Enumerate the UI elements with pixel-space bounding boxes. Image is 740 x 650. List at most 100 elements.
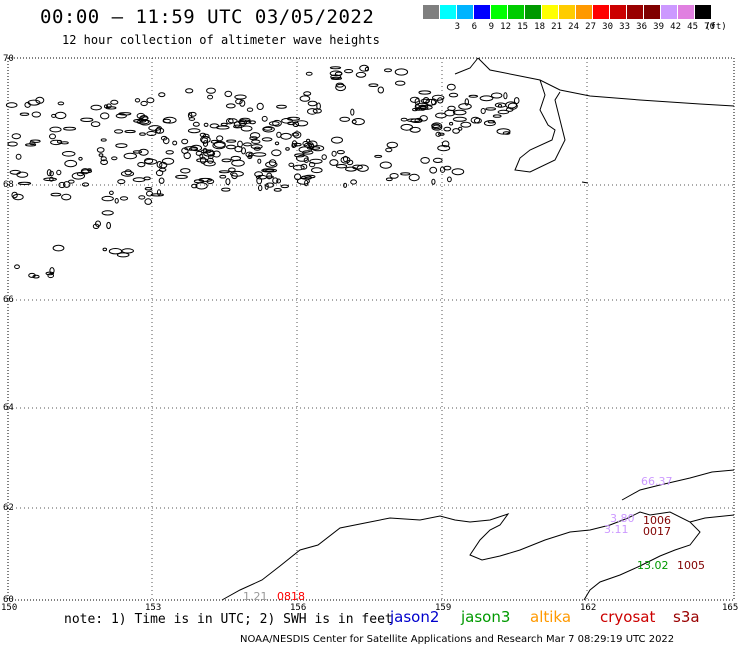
ice-contour: [243, 142, 252, 147]
ice-contour: [144, 187, 153, 191]
ice-contour: [108, 248, 123, 255]
ice-contour: [265, 161, 278, 168]
ice-contour: [505, 101, 518, 109]
ice-contour: [219, 174, 227, 179]
ice-contour: [29, 139, 41, 143]
track-value-4: 13.02: [637, 559, 669, 572]
sat-jason2: jason2: [390, 608, 440, 626]
latitude-labels: 70 68 66 64 62 60: [3, 54, 14, 605]
ice-contour: [144, 158, 158, 165]
ice-contour: [385, 177, 393, 182]
ice-contour: [306, 146, 321, 150]
map-title: 00:00 – 11:59 UTC 03/05/2022: [40, 6, 375, 28]
ice-contour: [235, 98, 243, 105]
ice-contour: [351, 118, 365, 126]
ice-contour: [92, 223, 100, 230]
ice-contour: [195, 150, 203, 156]
ice-contour: [111, 156, 118, 161]
ice-contour: [256, 102, 264, 111]
ice-contour: [261, 115, 268, 122]
ice-contour: [114, 129, 124, 134]
ice-contour: [47, 273, 55, 279]
ice-contour: [212, 150, 221, 158]
ice-contour: [414, 98, 420, 106]
ice-contour: [181, 138, 189, 145]
footnote: note: 1) Time is in UTC; 2) SWH is in fe…: [64, 612, 393, 627]
ice-contour: [480, 108, 486, 114]
ice-contour: [100, 138, 107, 142]
ice-contour: [138, 148, 149, 156]
ice-contour: [350, 179, 358, 185]
ice-contour: [156, 161, 163, 168]
ice-contour: [49, 133, 56, 140]
ice-contour: [230, 155, 242, 162]
ice-contour: [14, 264, 20, 270]
ice-contour: [444, 109, 456, 117]
ice-contour: [57, 101, 65, 106]
ice-contour: [144, 198, 152, 205]
ice-contour: [220, 122, 228, 127]
ice-contour: [389, 173, 399, 179]
legend-label: 42: [670, 22, 681, 32]
ice-contour: [339, 116, 351, 122]
ice-contour: [293, 142, 302, 147]
ice-contour: [158, 177, 165, 184]
ice-contour: [17, 181, 32, 185]
ice-contour: [196, 158, 209, 163]
legend-swatch: [440, 5, 457, 19]
track-time-0818: 0818: [277, 590, 305, 603]
ice-contour: [148, 125, 162, 131]
ice-contour: [104, 104, 108, 109]
ice-contour: [191, 183, 198, 189]
ice-contour: [273, 188, 282, 192]
ice-contour: [473, 117, 482, 124]
ice-contour: [255, 174, 268, 180]
legend-label: 33: [619, 22, 630, 32]
ice-contour: [452, 128, 461, 134]
ice-contour: [11, 133, 21, 140]
ice-contour: [308, 162, 316, 168]
ice-contour: [330, 74, 342, 80]
ice-contour: [400, 123, 414, 131]
ice-contour: [31, 111, 41, 118]
ice-contour: [435, 131, 442, 137]
ice-contour: [71, 172, 86, 180]
ice-contour: [202, 140, 209, 147]
ice-contour: [262, 126, 275, 133]
ice-contour: [158, 92, 166, 98]
ice-contour: [101, 195, 114, 202]
ice-contour: [307, 100, 318, 107]
ice-contour: [384, 68, 392, 73]
ice-contour: [120, 170, 135, 177]
ice-contour: [452, 116, 467, 122]
ice-contour: [276, 131, 282, 138]
ice-contour: [58, 181, 66, 189]
ice-contour: [46, 169, 52, 177]
track-time-0017: 0017: [643, 525, 671, 538]
ice-contour: [295, 154, 309, 162]
ice-contour: [306, 138, 311, 143]
ice-contour: [458, 126, 463, 131]
legend-swatch: [695, 5, 712, 19]
ice-contour: [234, 94, 247, 100]
ice-contour: [146, 97, 155, 104]
ice-contour: [437, 145, 451, 152]
ice-contour: [256, 177, 263, 185]
ice-contour: [203, 160, 216, 167]
ice-contour: [305, 71, 313, 76]
legend-swatch: [474, 5, 491, 19]
ice-contour: [221, 158, 232, 163]
ice-contour: [216, 135, 224, 142]
ice-contour: [140, 100, 148, 107]
ice-contour: [90, 121, 101, 127]
ice-contour: [335, 83, 347, 92]
ice-contour: [158, 167, 167, 172]
ice-contour: [248, 120, 256, 125]
ice-contour: [287, 121, 296, 126]
ice-contour: [307, 108, 318, 115]
ice-contour: [408, 173, 420, 182]
ice-contour: [281, 118, 293, 124]
map-grid: [8, 58, 734, 600]
ice-contour: [252, 152, 267, 157]
ice-contour: [90, 104, 102, 111]
